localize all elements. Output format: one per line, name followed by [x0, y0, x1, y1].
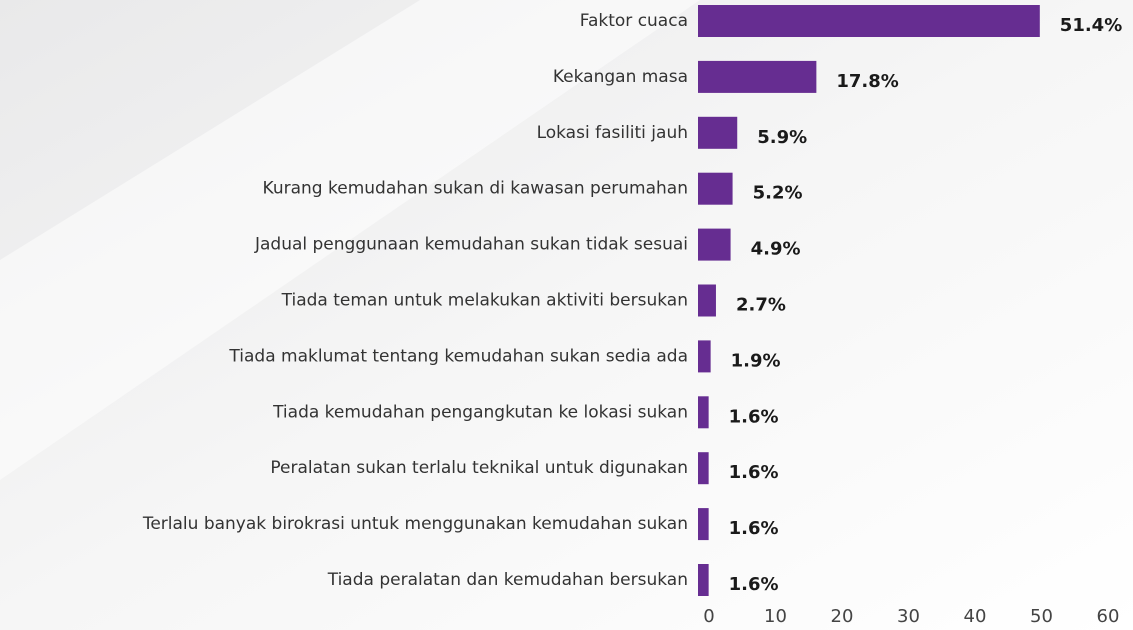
bar — [698, 228, 731, 261]
x-tick-label: 10 — [764, 606, 787, 627]
category-label: Kurang kemudahan sukan di kawasan peruma… — [263, 179, 688, 199]
category-label: Tiada kemudahan pengangkutan ke lokasi s… — [272, 402, 688, 422]
bar — [698, 5, 1040, 37]
value-label: 2.7% — [736, 295, 786, 316]
value-label: 1.6% — [729, 462, 779, 483]
x-tick-label: 30 — [897, 606, 920, 627]
bar — [698, 564, 709, 596]
bar — [698, 116, 738, 149]
value-label: 1.6% — [729, 406, 779, 427]
category-label: Tiada teman untuk melakukan aktiviti ber… — [281, 291, 688, 311]
x-tick-label: 20 — [831, 606, 854, 627]
category-label: Kekangan masa — [553, 67, 688, 87]
category-label: Terlalu banyak birokrasi untuk menggunak… — [142, 514, 688, 534]
category-label: Lokasi fasiliti jauh — [537, 123, 688, 143]
bar — [698, 452, 709, 485]
bar — [698, 340, 711, 373]
background-shape — [0, 0, 700, 480]
x-tick-label: 40 — [964, 606, 987, 627]
bar — [698, 396, 709, 429]
value-label: 1.6% — [729, 518, 779, 539]
category-label: Tiada maklumat tentang kemudahan sukan s… — [228, 346, 688, 366]
bar — [698, 172, 733, 205]
value-label: 1.9% — [731, 350, 781, 371]
x-tick-label: 0 — [703, 606, 714, 627]
value-label: 5.2% — [753, 183, 803, 204]
value-label: 51.4% — [1060, 15, 1122, 36]
value-label: 17.8% — [836, 71, 898, 92]
category-label: Peralatan sukan terlalu teknikal untuk d… — [270, 458, 688, 478]
x-tick-label: 60 — [1097, 606, 1120, 627]
category-label: Jadual penggunaan kemudahan sukan tidak … — [254, 235, 688, 255]
bar — [698, 508, 709, 541]
value-label: 4.9% — [751, 239, 801, 260]
value-label: 1.6% — [729, 574, 779, 595]
bar — [698, 60, 817, 93]
category-label: Tiada peralatan dan kemudahan bersukan — [327, 570, 688, 590]
value-label: 5.9% — [757, 127, 807, 148]
bar — [698, 284, 716, 317]
x-tick-label: 50 — [1030, 606, 1053, 627]
category-label: Faktor cuaca — [580, 11, 688, 31]
